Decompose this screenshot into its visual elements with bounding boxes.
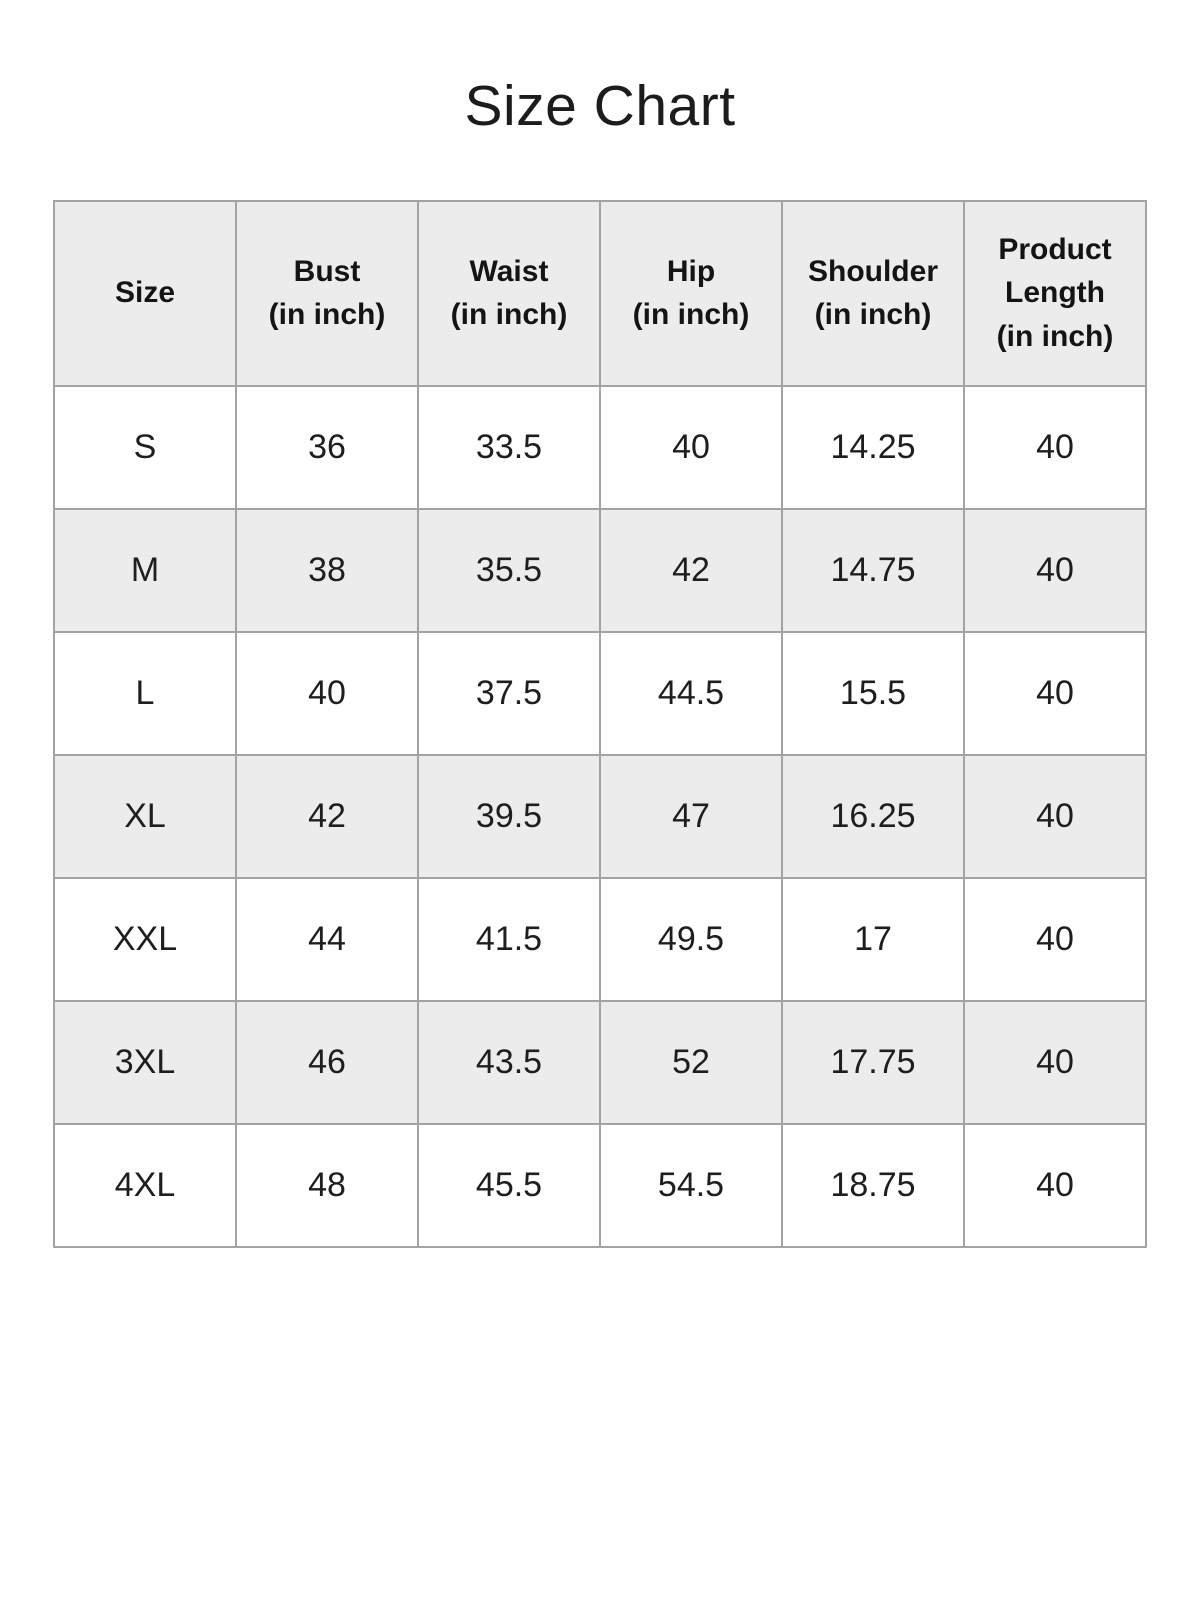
cell-bust: 46 <box>235 999 419 1125</box>
cell-size: 4XL <box>53 1122 237 1248</box>
size-chart-table: Size Bust (in inch) Waist (in inch) Hip (in… <box>53 199 1147 1248</box>
column-label: Shoulder <box>807 254 938 288</box>
cell-shoulder: 18.75 <box>781 1122 965 1248</box>
cell-size: S <box>53 384 237 510</box>
cell-bust: 38 <box>235 507 419 633</box>
cell-product-length: 40 <box>963 1122 1147 1248</box>
cell-size: M <box>53 507 237 633</box>
cell-waist: 37.5 <box>417 630 601 756</box>
cell-waist: 33.5 <box>417 384 601 510</box>
cell-size: XXL <box>53 876 237 1002</box>
cell-size: XL <box>53 753 237 879</box>
cell-shoulder: 16.25 <box>781 753 965 879</box>
table-row-xl: XL 42 39.5 47 16.25 40 <box>53 753 1147 879</box>
cell-bust: 40 <box>235 630 419 756</box>
column-label: Hip <box>666 254 716 288</box>
cell-product-length: 40 <box>963 999 1147 1125</box>
cell-waist: 45.5 <box>417 1122 601 1248</box>
cell-bust: 42 <box>235 753 419 879</box>
cell-hip: 54.5 <box>599 1122 783 1248</box>
cell-size: L <box>53 630 237 756</box>
cell-hip: 42 <box>599 507 783 633</box>
cell-hip: 44.5 <box>599 630 783 756</box>
cell-waist: 35.5 <box>417 507 601 633</box>
cell-shoulder: 17 <box>781 876 965 1002</box>
column-header-shoulder: Shoulder (in inch) <box>781 199 965 387</box>
cell-bust: 36 <box>235 384 419 510</box>
cell-waist: 43.5 <box>417 999 601 1125</box>
cell-bust: 44 <box>235 876 419 1002</box>
cell-waist: 41.5 <box>417 876 601 1002</box>
column-header-hip: Hip (in inch) <box>599 199 783 387</box>
table-header: Size Bust (in inch) Waist (in inch) Hip (in… <box>53 199 1147 387</box>
column-sublabel: (in inch) <box>268 298 386 332</box>
cell-product-length: 40 <box>963 876 1147 1002</box>
table-row-m: M 38 35.5 42 14.75 40 <box>53 507 1147 633</box>
column-sublabel: (in inch) <box>996 319 1114 353</box>
cell-shoulder: 17.75 <box>781 999 965 1125</box>
cell-product-length: 40 <box>963 384 1147 510</box>
cell-hip: 40 <box>599 384 783 510</box>
column-label: Bust <box>293 254 361 288</box>
table-row-s: S 36 33.5 40 14.25 40 <box>53 384 1147 510</box>
cell-bust: 48 <box>235 1122 419 1248</box>
cell-hip: 49.5 <box>599 876 783 1002</box>
table-row-l: L 40 37.5 44.5 15.5 40 <box>53 630 1147 756</box>
cell-size: 3XL <box>53 999 237 1125</box>
column-sublabel: (in inch) <box>814 298 932 332</box>
cell-shoulder: 14.25 <box>781 384 965 510</box>
table-body: S 36 33.5 40 14.25 40 M 38 35.5 42 14.75… <box>53 384 1147 1248</box>
cell-shoulder: 14.75 <box>781 507 965 633</box>
column-header-size: Size <box>53 199 237 387</box>
cell-waist: 39.5 <box>417 753 601 879</box>
cell-product-length: 40 <box>963 630 1147 756</box>
column-sublabel: (in inch) <box>450 298 568 332</box>
cell-hip: 52 <box>599 999 783 1125</box>
page-title: Size Chart <box>464 74 736 138</box>
table-header-row: Size Bust (in inch) Waist (in inch) Hip (in… <box>53 199 1147 387</box>
column-label: Waist <box>469 254 549 288</box>
table-row-xxl: XXL 44 41.5 49.5 17 40 <box>53 876 1147 1002</box>
column-label: Size <box>114 276 176 310</box>
column-header-product-length: Product Length (in inch) <box>963 199 1147 387</box>
column-sublabel: (in inch) <box>632 298 750 332</box>
column-header-waist: Waist (in inch) <box>417 199 601 387</box>
cell-shoulder: 15.5 <box>781 630 965 756</box>
column-label: Product Length <box>998 232 1112 310</box>
cell-hip: 47 <box>599 753 783 879</box>
table-row-4xl: 4XL 48 45.5 54.5 18.75 40 <box>53 1122 1147 1248</box>
cell-product-length: 40 <box>963 507 1147 633</box>
cell-product-length: 40 <box>963 753 1147 879</box>
column-header-bust: Bust (in inch) <box>235 199 419 387</box>
table-row-3xl: 3XL 46 43.5 52 17.75 40 <box>53 999 1147 1125</box>
